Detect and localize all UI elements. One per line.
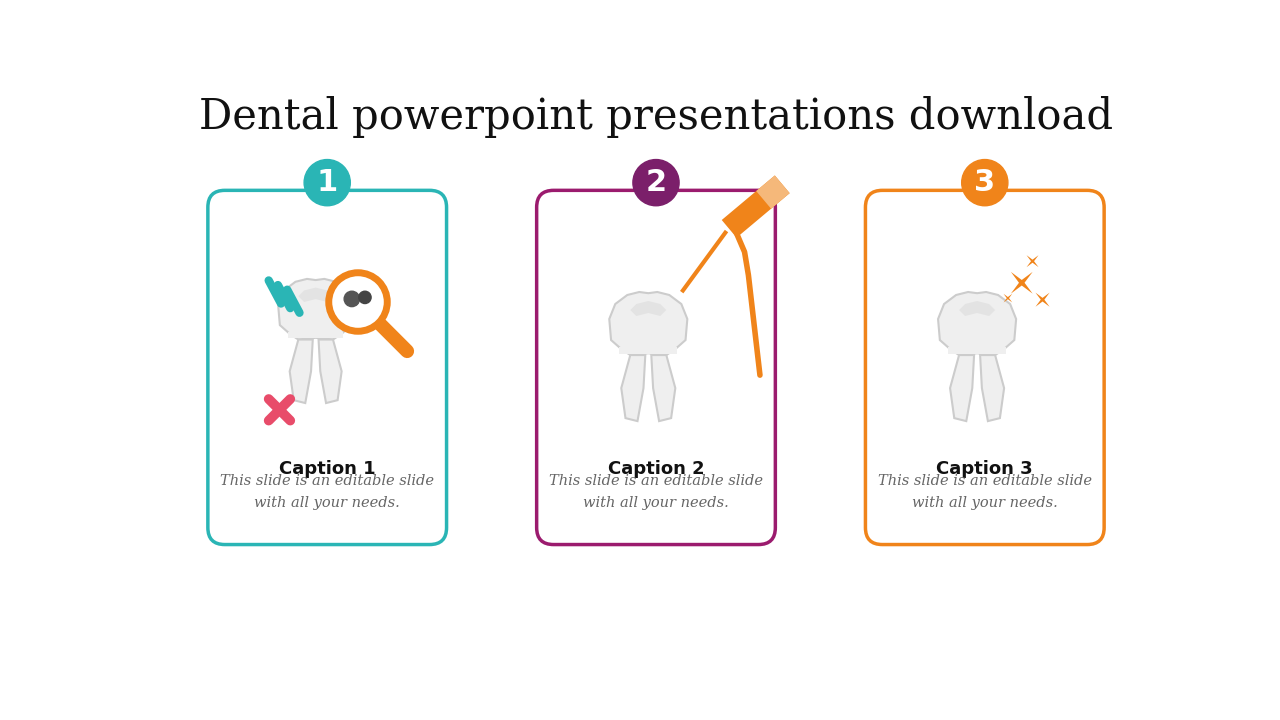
Polygon shape: [959, 301, 995, 316]
Polygon shape: [948, 347, 1006, 354]
Text: Caption 1: Caption 1: [279, 460, 375, 478]
Polygon shape: [756, 176, 790, 209]
Polygon shape: [288, 332, 343, 338]
Polygon shape: [609, 292, 687, 355]
Text: 2: 2: [645, 168, 667, 197]
Text: Caption 3: Caption 3: [937, 460, 1033, 478]
Text: Caption 2: Caption 2: [608, 460, 704, 478]
Polygon shape: [319, 340, 342, 403]
Polygon shape: [722, 176, 790, 238]
Circle shape: [344, 291, 360, 307]
Circle shape: [961, 160, 1007, 206]
Text: 3: 3: [974, 168, 996, 197]
Polygon shape: [1036, 292, 1050, 307]
Polygon shape: [620, 347, 677, 354]
Polygon shape: [938, 292, 1016, 355]
FancyBboxPatch shape: [865, 190, 1105, 544]
Text: 1: 1: [316, 168, 338, 197]
Text: This slide is an editable slide
with all your needs.: This slide is an editable slide with all…: [878, 474, 1092, 510]
Polygon shape: [298, 287, 333, 302]
Polygon shape: [1011, 272, 1033, 294]
Polygon shape: [630, 301, 667, 316]
Polygon shape: [652, 355, 676, 421]
FancyBboxPatch shape: [207, 190, 447, 544]
Circle shape: [358, 291, 371, 304]
Polygon shape: [1027, 255, 1038, 267]
Polygon shape: [1004, 294, 1012, 302]
Text: This slide is an editable slide
with all your needs.: This slide is an editable slide with all…: [220, 474, 434, 510]
Polygon shape: [278, 279, 353, 340]
Polygon shape: [289, 340, 312, 403]
Polygon shape: [950, 355, 974, 421]
Circle shape: [329, 273, 388, 331]
Polygon shape: [621, 355, 645, 421]
Text: This slide is an editable slide
with all your needs.: This slide is an editable slide with all…: [549, 474, 763, 510]
Text: Dental powerpoint presentations download: Dental powerpoint presentations download: [198, 96, 1114, 138]
Circle shape: [305, 160, 351, 206]
Circle shape: [632, 160, 680, 206]
Polygon shape: [980, 355, 1004, 421]
FancyBboxPatch shape: [536, 190, 776, 544]
